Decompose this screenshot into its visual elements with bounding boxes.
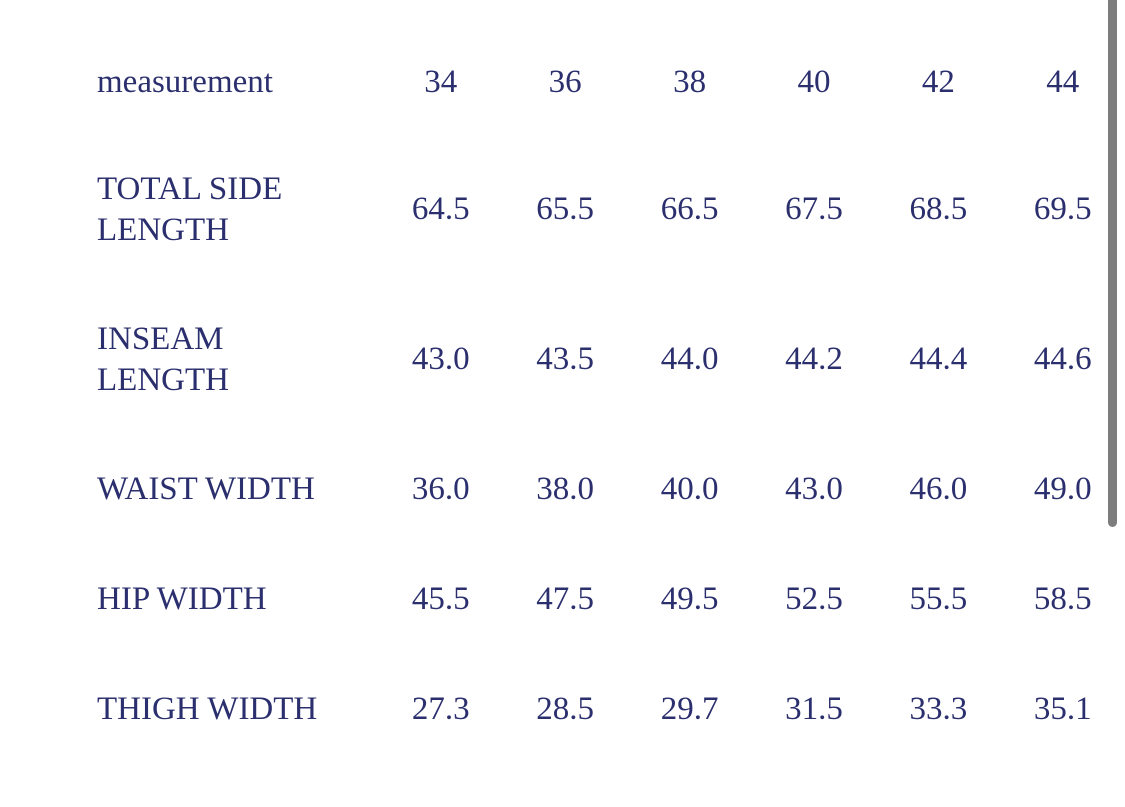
size-column-header-38: 38 bbox=[673, 63, 707, 100]
measurement-value: 45.5 bbox=[411, 581, 470, 618]
measurement-value: 36.0 bbox=[411, 471, 470, 508]
size-column-header-40: 40 bbox=[797, 63, 831, 100]
measurement-value: 58.5 bbox=[1033, 581, 1092, 618]
measurement-value: 33.3 bbox=[909, 691, 968, 728]
measurement-value: 27.3 bbox=[411, 691, 470, 728]
measurement-value: 64.5 bbox=[411, 191, 470, 228]
measurement-value: 55.5 bbox=[909, 581, 968, 618]
measurement-value: 43.0 bbox=[785, 471, 843, 508]
table-header-row: measurement 34 36 38 40 42 44 bbox=[97, 30, 1125, 135]
measurement-value: 40.0 bbox=[660, 471, 719, 508]
measurement-value: 35.1 bbox=[1033, 691, 1092, 728]
measurement-value: 46.0 bbox=[909, 471, 968, 508]
size-column-header-34: 34 bbox=[424, 63, 458, 100]
measurement-column-header: measurement bbox=[97, 63, 273, 100]
measurement-label: THIGH WIDTH bbox=[97, 691, 318, 728]
measurement-value: 47.5 bbox=[536, 581, 595, 618]
measurement-value: 44.6 bbox=[1033, 341, 1092, 378]
measurement-value: 52.5 bbox=[785, 581, 843, 618]
measurement-label: HIP WIDTH bbox=[97, 581, 267, 618]
measurement-value: 44.2 bbox=[785, 341, 843, 378]
table-row-thigh-width: THIGH WIDTH 27.3 28.5 29.7 31.5 33.3 35.… bbox=[97, 655, 1125, 765]
measurement-label: INSEAM LENGTH bbox=[97, 320, 229, 398]
measurement-value: 66.5 bbox=[660, 191, 719, 228]
measurement-value: 43.5 bbox=[536, 341, 595, 378]
measurement-value: 43.0 bbox=[411, 341, 470, 378]
table-row-hip-width: HIP WIDTH 45.5 47.5 49.5 52.5 55.5 58.5 bbox=[97, 545, 1125, 655]
measurement-value: 31.5 bbox=[785, 691, 843, 728]
measurement-label: WAIST WIDTH bbox=[97, 471, 315, 508]
vertical-scrollbar-thumb[interactable] bbox=[1108, 0, 1117, 527]
measurement-value: 65.5 bbox=[536, 191, 595, 228]
size-column-header-42: 42 bbox=[921, 63, 955, 100]
measurement-value: 49.5 bbox=[660, 581, 719, 618]
measurement-value: 29.7 bbox=[660, 691, 719, 728]
measurement-value: 28.5 bbox=[536, 691, 595, 728]
size-column-header-36: 36 bbox=[548, 63, 582, 100]
measurement-value: 68.5 bbox=[909, 191, 968, 228]
measurement-value: 67.5 bbox=[785, 191, 843, 228]
measurement-value: 44.0 bbox=[660, 341, 719, 378]
measurement-value: 49.0 bbox=[1033, 471, 1092, 508]
size-column-header-44: 44 bbox=[1046, 63, 1080, 100]
measurement-value: 38.0 bbox=[536, 471, 595, 508]
measurement-value: 69.5 bbox=[1033, 191, 1092, 228]
table-row-inseam-length: INSEAM LENGTH 43.0 43.5 44.0 44.2 44.4 4… bbox=[97, 285, 1125, 435]
size-chart-table: measurement 34 36 38 40 42 44 TOTAL SIDE… bbox=[97, 30, 1125, 765]
table-row-waist-width: WAIST WIDTH 36.0 38.0 40.0 43.0 46.0 49.… bbox=[97, 435, 1125, 545]
table-row-total-side-length: TOTAL SIDE LENGTH 64.5 65.5 66.5 67.5 68… bbox=[97, 135, 1125, 285]
measurement-value: 44.4 bbox=[909, 341, 968, 378]
measurement-label: TOTAL SIDE LENGTH bbox=[97, 170, 283, 248]
